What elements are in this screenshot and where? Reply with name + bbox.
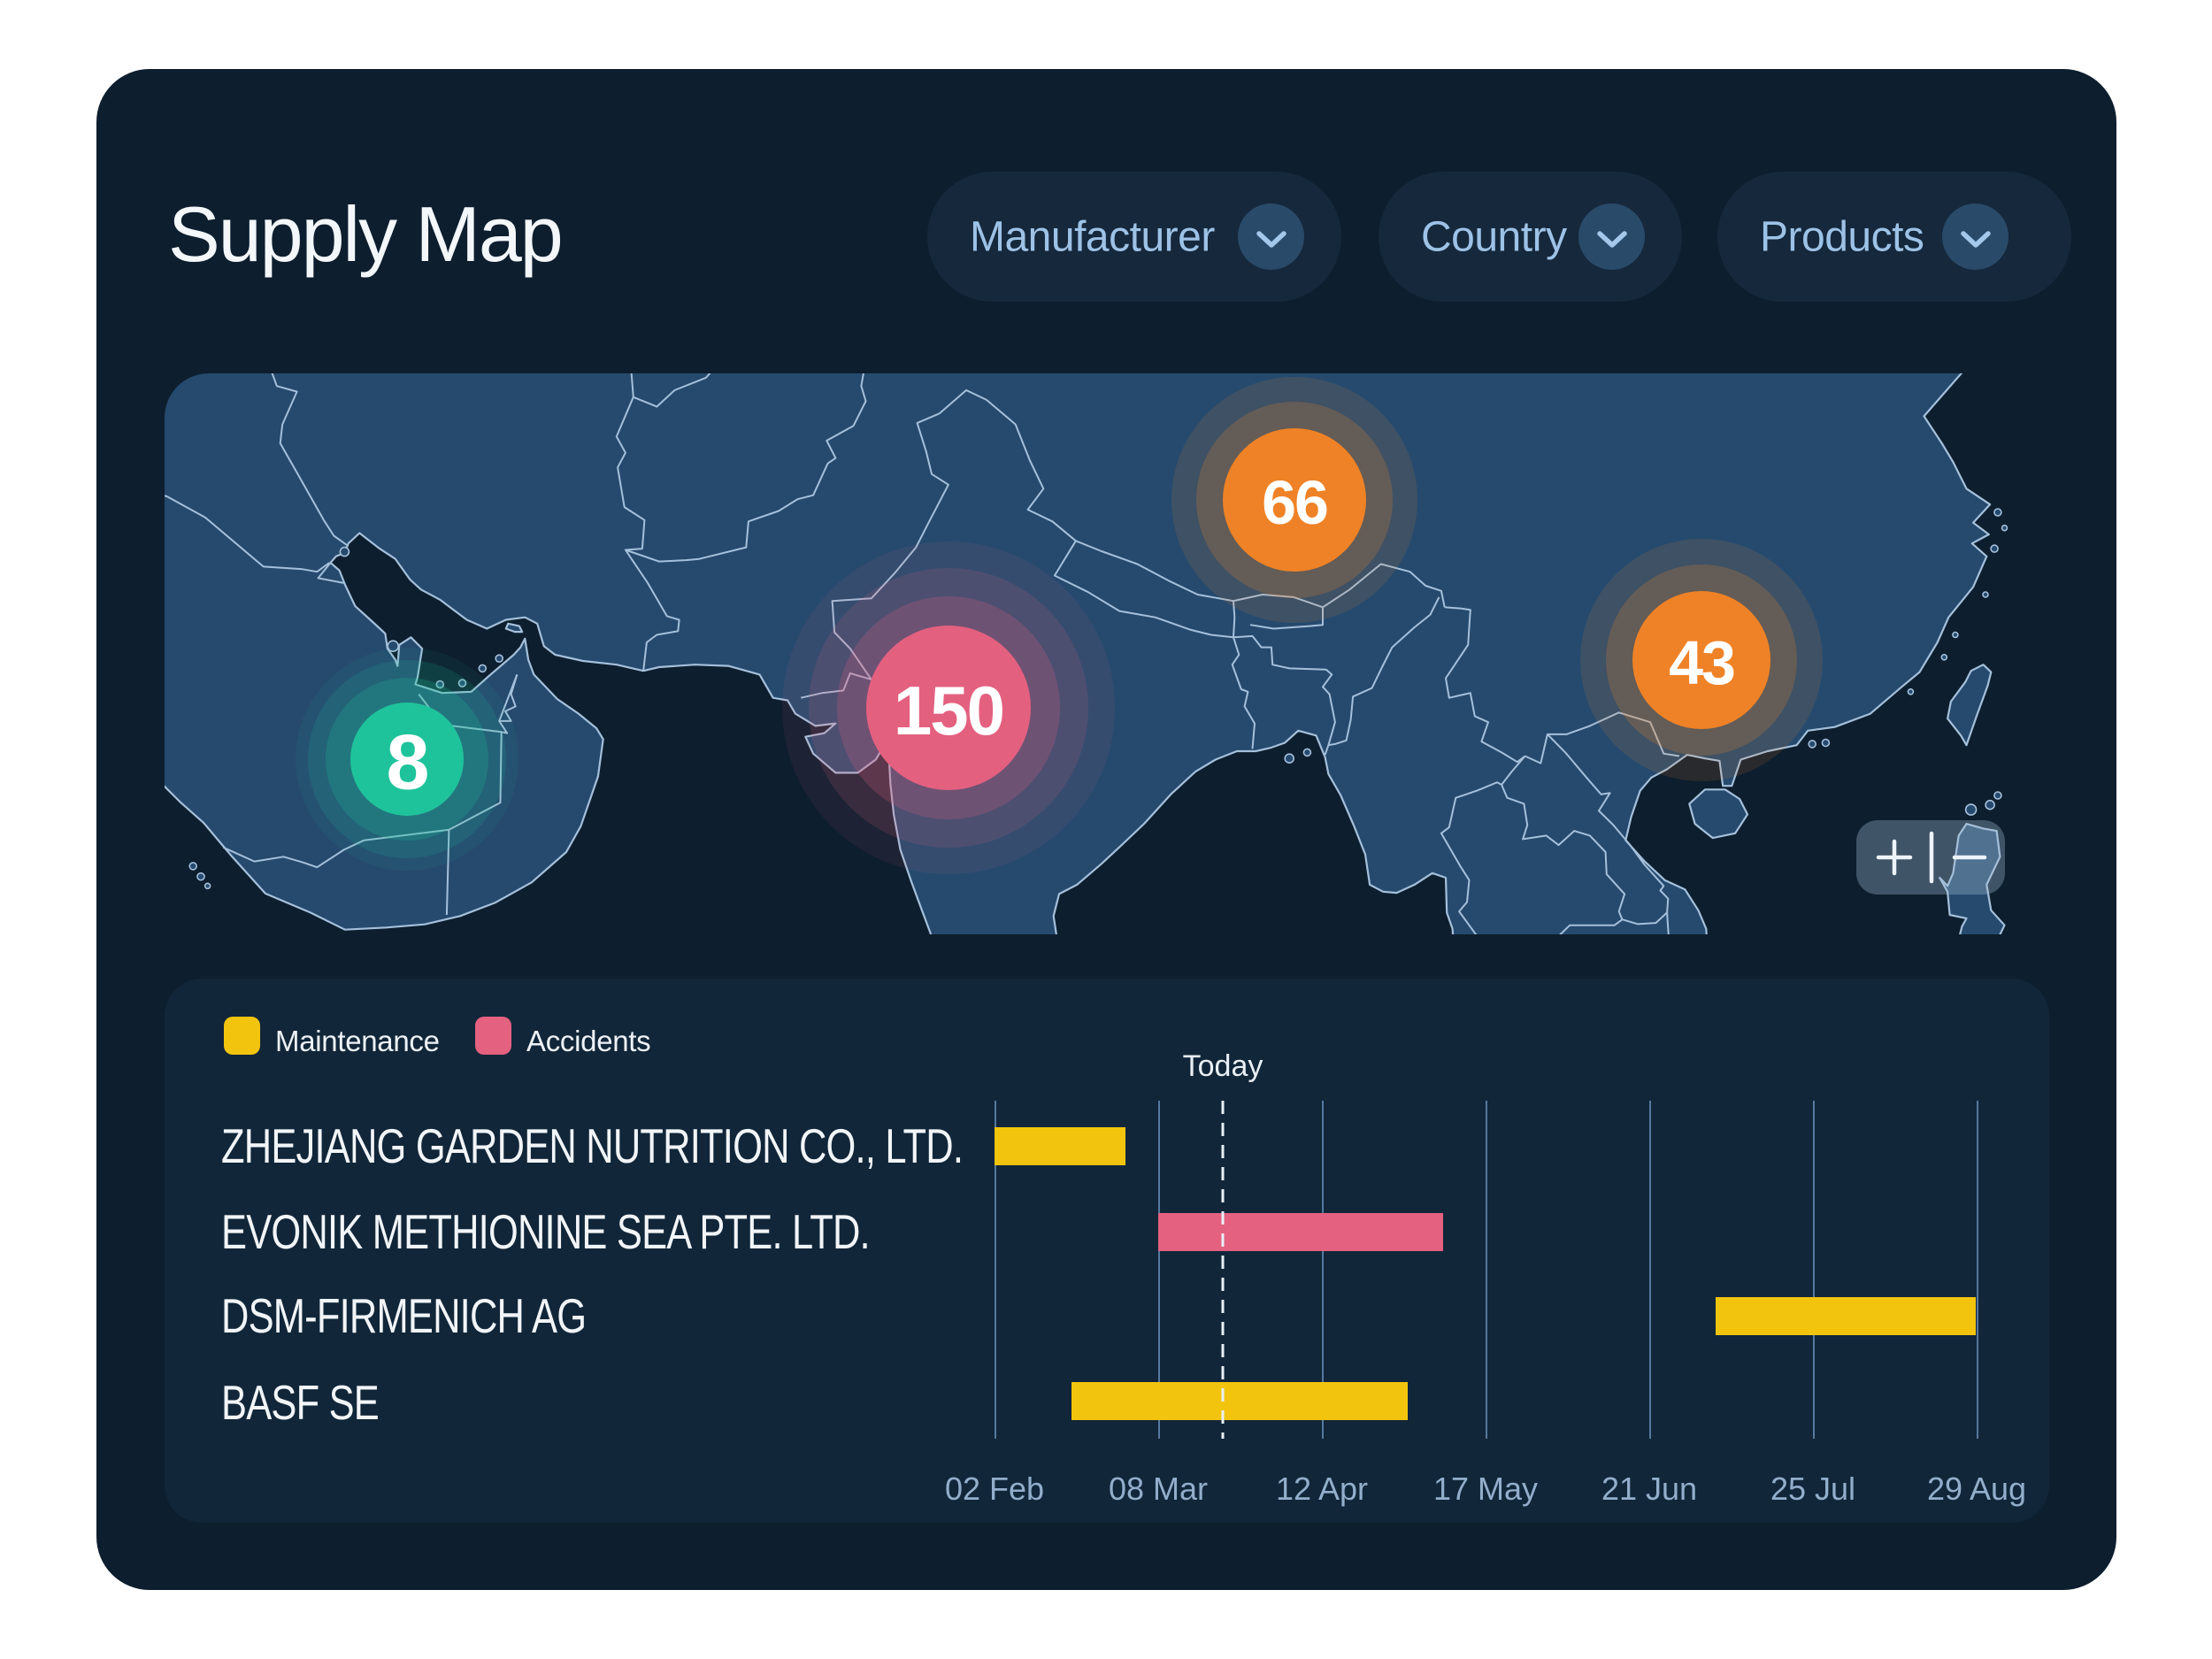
svg-text:8: 8	[387, 718, 428, 806]
svg-text:43: 43	[1669, 628, 1734, 697]
svg-text:150: 150	[894, 672, 1003, 749]
svg-text:66: 66	[1262, 468, 1327, 537]
